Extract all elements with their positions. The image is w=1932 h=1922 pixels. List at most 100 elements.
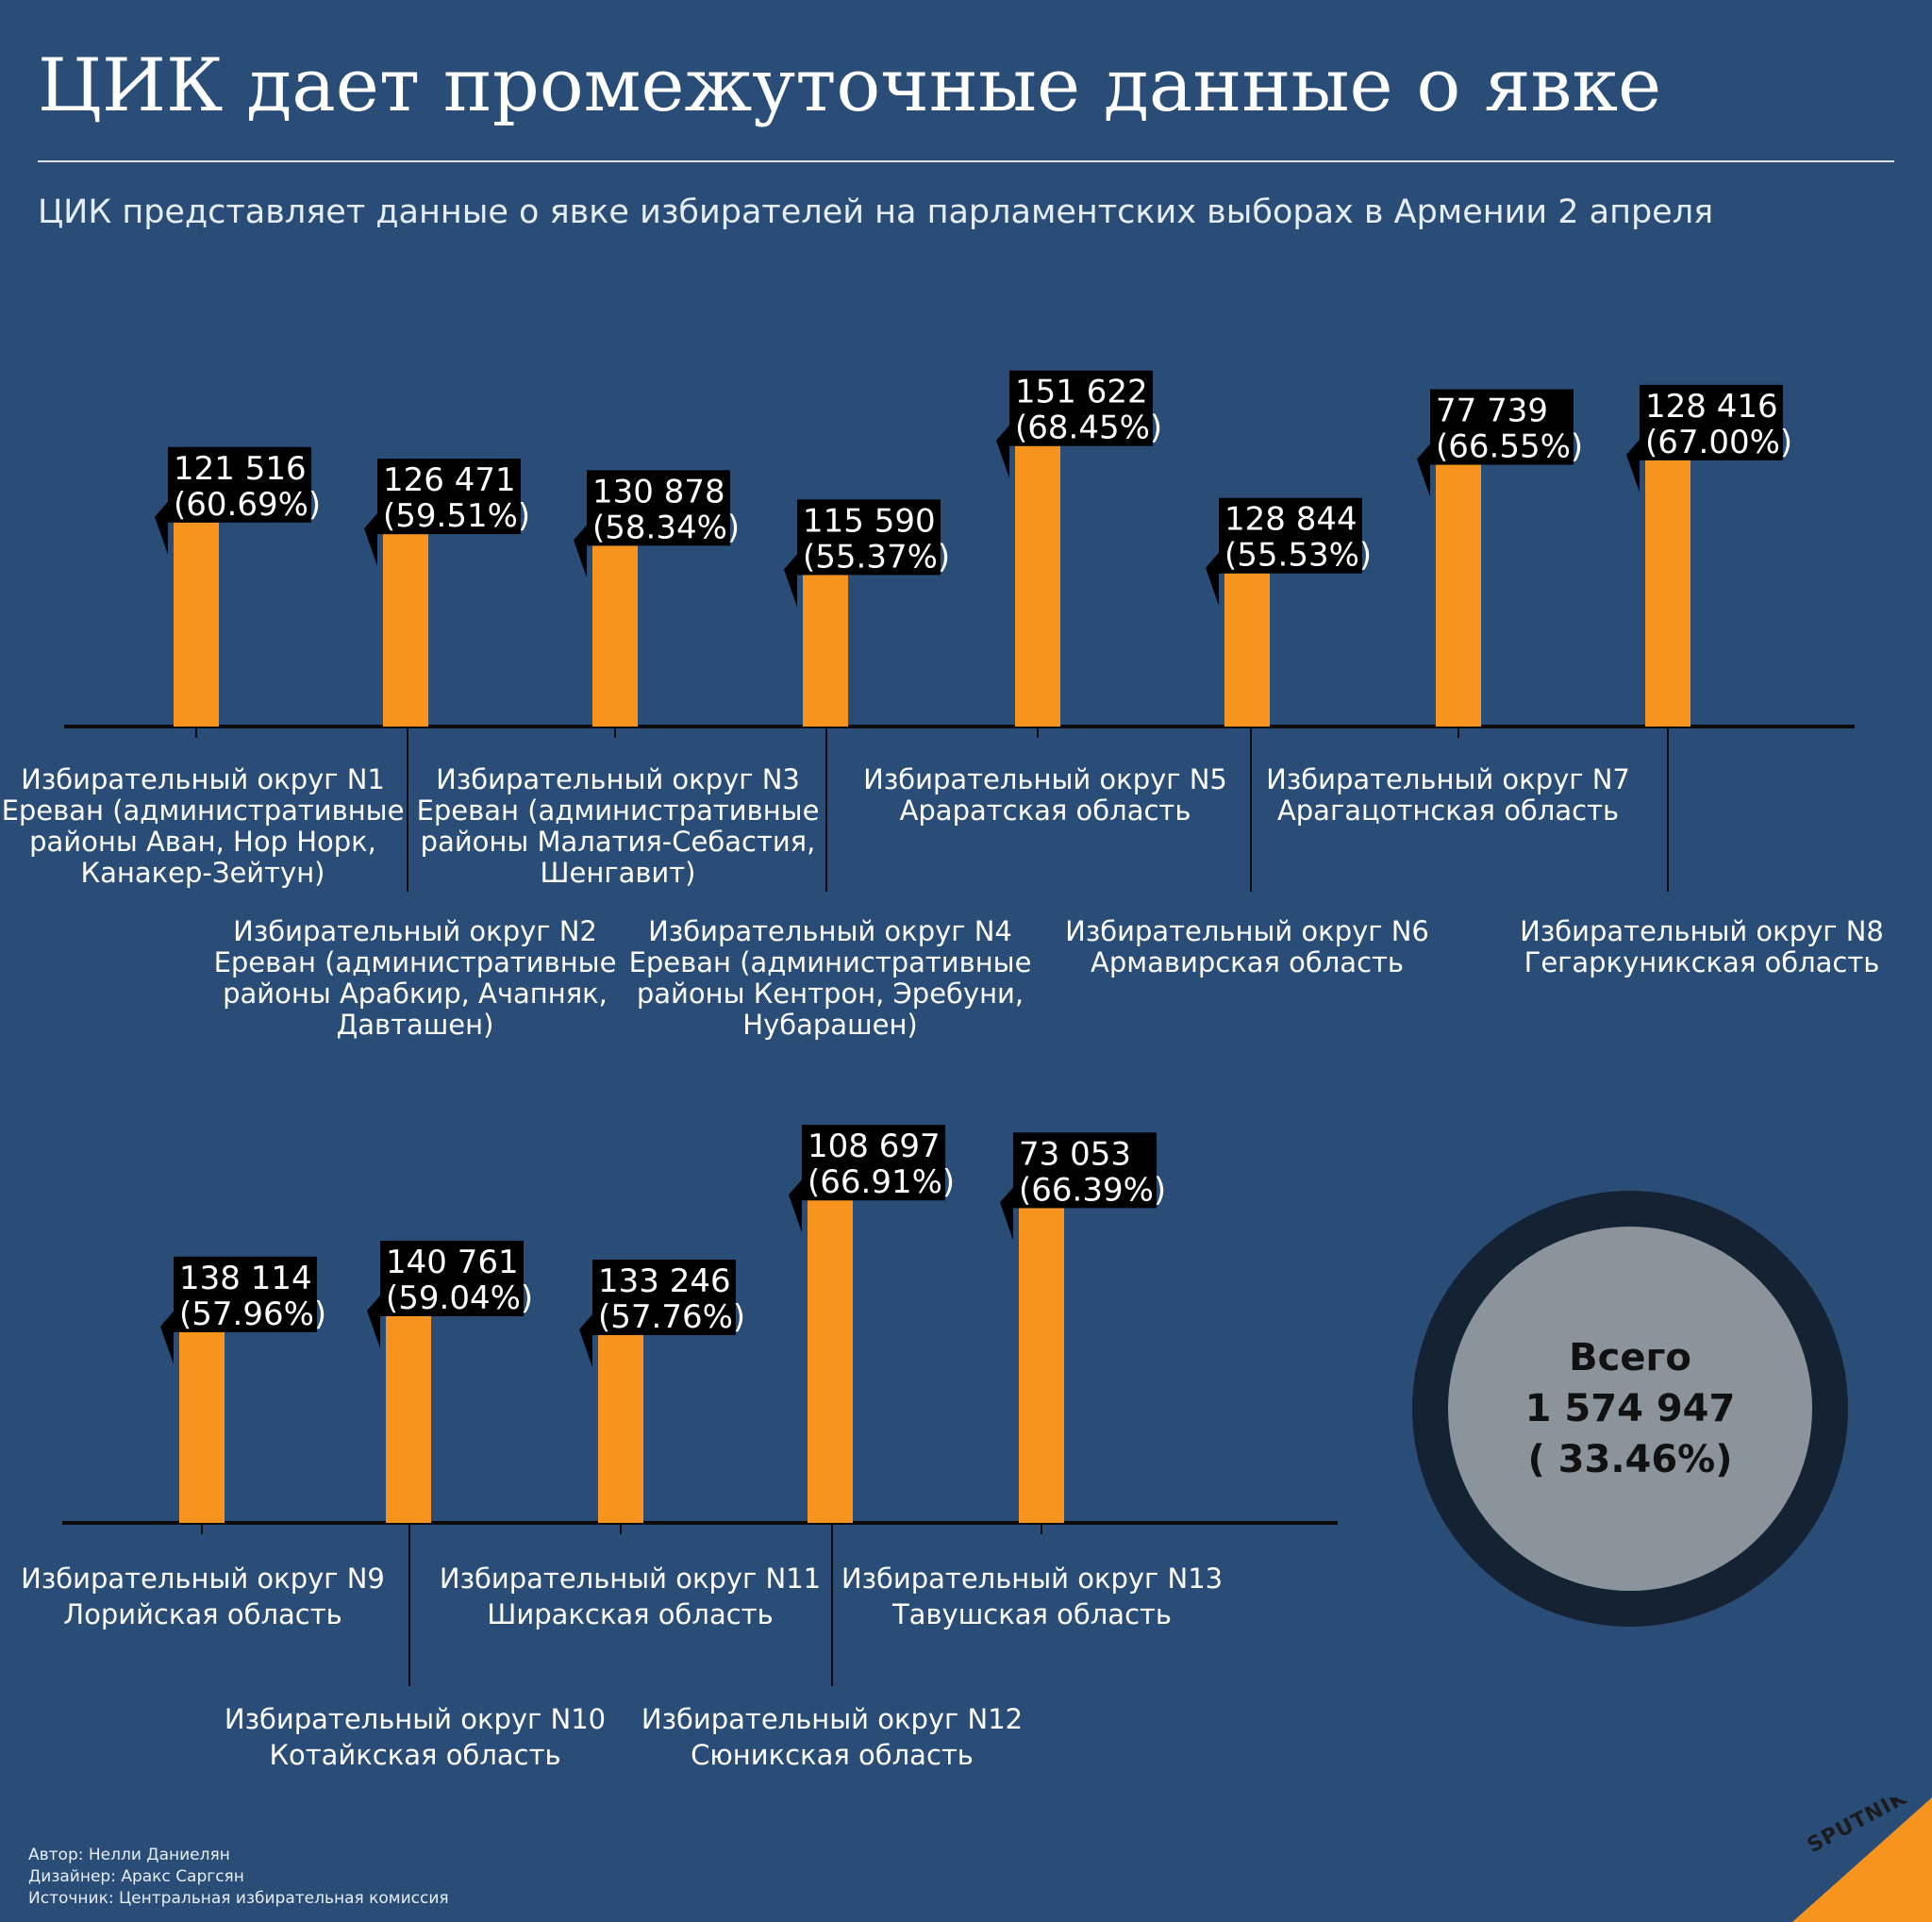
credits: Автор: Нелли Даниелян Дизайнер: Аракс Са… xyxy=(28,1845,449,1910)
data-label-box xyxy=(168,446,311,523)
bar xyxy=(1224,573,1270,727)
district-label-detail: Гегаркуникская область xyxy=(1524,946,1880,978)
district-label-detail: Ереван (административные xyxy=(214,946,617,978)
data-label-count: 140 761 xyxy=(386,1244,519,1281)
district-label-title: Избирательный округ N2 xyxy=(233,915,597,947)
logo-triangle xyxy=(1792,1797,1932,1922)
data-label-notch xyxy=(789,1179,802,1233)
district-label-detail: Арагацотнская область xyxy=(1277,794,1619,827)
data-label-count: 77 739 xyxy=(1436,393,1548,430)
page-title: ЦИК дает промежуточные данные о явке xyxy=(38,43,1662,128)
district-label-detail: Ереван (административные xyxy=(417,794,820,827)
data-label-notch xyxy=(1626,439,1640,493)
district-label-detail: Ширакская область xyxy=(487,1598,773,1630)
data-label-percent: (59.51%) xyxy=(383,497,530,535)
district-label-detail: Нубарашен) xyxy=(742,1009,917,1041)
district-label-title: Избирательный округ N10 xyxy=(225,1703,606,1735)
data-label-percent: (58.34%) xyxy=(592,509,740,546)
title-divider xyxy=(38,160,1894,162)
data-label-count: 128 416 xyxy=(1645,388,1778,426)
total-percent: ( 33.46%) xyxy=(1527,1438,1733,1481)
total-value: 1 574 947 xyxy=(1524,1387,1736,1430)
data-label-box xyxy=(797,499,941,576)
data-label-percent: (57.96%) xyxy=(179,1295,326,1333)
data-label-notch xyxy=(160,1311,174,1364)
data-label-percent: (66.91%) xyxy=(808,1163,955,1201)
district-label-detail: районы Аван, Нор Норк, xyxy=(29,826,376,858)
turnout-chart-bottom: 138 114(57.96%) Избирательный округ N9Лор… xyxy=(21,1125,1338,1771)
data-label-notch xyxy=(1000,1187,1013,1241)
district-label-title: Избирательный округ N7 xyxy=(1266,763,1630,795)
total-label: Всего xyxy=(1569,1336,1691,1379)
district-label-title: Избирательный округ N11 xyxy=(440,1563,821,1595)
data-label-count: 108 697 xyxy=(808,1128,941,1165)
data-label-box xyxy=(1219,497,1362,574)
district-label-detail: Сюникская область xyxy=(691,1739,974,1771)
district-label-detail: Давташен) xyxy=(337,1009,494,1041)
data-label-notch xyxy=(1206,552,1219,606)
district-label-detail: Армавирская область xyxy=(1091,946,1404,978)
data-label-count: 138 114 xyxy=(179,1260,312,1297)
data-label-notch xyxy=(784,554,797,608)
district-label-detail: Тавушская область xyxy=(891,1598,1172,1630)
bar xyxy=(598,1334,643,1523)
data-label-count: 115 590 xyxy=(803,502,936,540)
district-label-detail: Лорийская область xyxy=(63,1598,341,1630)
district-label-title: Избирательный округ N12 xyxy=(641,1703,1023,1735)
district-label-detail: Ереван (административные xyxy=(629,946,1032,978)
data-label-notch xyxy=(155,501,168,555)
bar xyxy=(179,1331,225,1523)
bar xyxy=(1645,460,1690,727)
data-label-box xyxy=(592,1259,736,1335)
data-label-box xyxy=(1640,384,1783,460)
district-label-detail: Канакер-Зейтун) xyxy=(81,857,325,889)
district-label-title: Избирательный округ N9 xyxy=(21,1563,385,1595)
district-label-detail: районы Малатия-Себастия, xyxy=(421,826,816,858)
data-label-count: 73 053 xyxy=(1019,1135,1131,1173)
data-label-count: 130 878 xyxy=(592,473,725,510)
total-turnout-disc: Всего 1 574 947 ( 33.46%) xyxy=(1448,1227,1812,1591)
bar xyxy=(592,545,638,727)
bar xyxy=(383,534,428,727)
data-label-percent: (55.53%) xyxy=(1224,537,1372,575)
bar xyxy=(386,1315,431,1523)
data-label-notch xyxy=(1417,443,1430,497)
bar xyxy=(803,575,848,727)
credit-author: Автор: Нелли Даниелян xyxy=(28,1846,230,1864)
data-label-box xyxy=(587,470,730,546)
data-label-percent: (66.55%) xyxy=(1436,428,1583,466)
district-label-detail: Араратская область xyxy=(900,794,1191,827)
data-label-box xyxy=(1430,389,1574,465)
district-label-title: Избирательный округ N1 xyxy=(21,763,385,795)
turnout-chart-top: 121 516(60.69%)Избирательный округ N1Ере… xyxy=(2,370,1884,1041)
data-label-box xyxy=(1013,1132,1157,1209)
district-label-title: Избирательный округ N6 xyxy=(1065,915,1429,947)
data-label-notch xyxy=(364,513,377,567)
data-label-count: 128 844 xyxy=(1224,501,1357,539)
data-label-box xyxy=(377,459,521,535)
data-label-box xyxy=(1009,370,1153,446)
district-label-title: Избирательный округ N8 xyxy=(1520,915,1884,947)
data-label-notch xyxy=(996,425,1009,478)
bar xyxy=(1019,1208,1064,1523)
data-label-box xyxy=(380,1240,524,1316)
sputnik-logo: SPUTNIK xyxy=(1792,1797,1932,1922)
district-label-title: Избирательный округ N4 xyxy=(648,915,1012,947)
data-label-percent: (68.45%) xyxy=(1015,409,1162,447)
data-label-box xyxy=(174,1256,317,1332)
bar xyxy=(808,1200,853,1523)
credit-designer: Дизайнер: Аракс Саргсян xyxy=(28,1867,244,1886)
data-label-percent: (67.00%) xyxy=(1645,424,1792,461)
district-label-title: Избирательный округ N3 xyxy=(436,763,800,795)
bar xyxy=(1015,445,1060,727)
data-label-notch xyxy=(574,525,587,578)
district-label-detail: Ереван (административные xyxy=(2,794,405,827)
data-label-count: 121 516 xyxy=(174,450,307,488)
data-label-percent: (55.37%) xyxy=(803,538,950,576)
page-subtitle: ЦИК представляет данные о явке избирател… xyxy=(38,193,1714,231)
total-turnout-ring: Всего 1 574 947 ( 33.46%) xyxy=(1412,1191,1848,1627)
data-label-count: 151 622 xyxy=(1015,374,1148,411)
data-label-count: 126 471 xyxy=(383,461,516,499)
bar xyxy=(174,522,219,727)
